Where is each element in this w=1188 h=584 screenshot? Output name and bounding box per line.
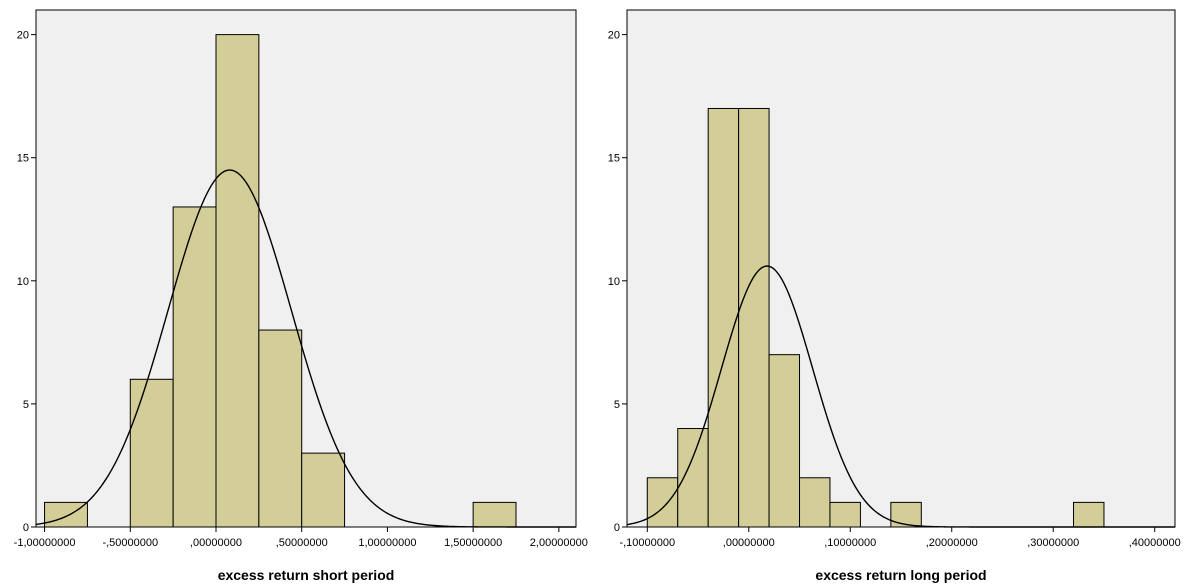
y-tick-label: 20 bbox=[17, 30, 29, 42]
x-tick-label: ,20000000 bbox=[926, 537, 978, 549]
histogram-bar bbox=[258, 329, 303, 528]
y-tick-label: 0 bbox=[23, 522, 29, 534]
histogram-bar bbox=[44, 501, 88, 528]
histogram-bar bbox=[301, 452, 346, 528]
x-tick-label: ,50000000 bbox=[276, 537, 328, 549]
histogram-bar bbox=[129, 378, 174, 528]
x-axis-title: excess return short period bbox=[218, 567, 395, 583]
histogram-bar bbox=[890, 501, 922, 528]
x-tick-label: ,30000000 bbox=[1027, 537, 1079, 549]
x-tick-label: -,50000000 bbox=[102, 537, 158, 549]
y-tick-label: 5 bbox=[23, 399, 29, 411]
plot-area bbox=[36, 10, 576, 527]
y-tick-label: 15 bbox=[17, 153, 29, 165]
x-tick-label: 2,00000000 bbox=[530, 537, 588, 549]
x-tick-label: 1,50000000 bbox=[444, 537, 502, 549]
histogram-bar bbox=[472, 501, 517, 528]
histogram-short-period: 0 5 10 15 20 -1,00000000 -,50000000 ,00000000 ,5… bbox=[14, 9, 588, 583]
x-axis-title: excess return long period bbox=[815, 567, 986, 583]
histogram-bar bbox=[738, 107, 770, 528]
histogram-bar bbox=[172, 206, 217, 528]
x-tick-label: ,10000000 bbox=[824, 537, 876, 549]
histogram-bar bbox=[799, 477, 831, 528]
x-tick-label: -,10000000 bbox=[619, 537, 675, 549]
plot-frame bbox=[626, 9, 1176, 528]
y-tick-label: 0 bbox=[614, 522, 620, 534]
histogram-bar bbox=[646, 477, 679, 528]
histogram-bar bbox=[677, 428, 709, 528]
y-tick-label: 5 bbox=[614, 399, 620, 411]
x-tick-label: ,40000000 bbox=[1129, 537, 1181, 549]
plot-frame bbox=[35, 9, 577, 528]
x-tick-label: ,00000000 bbox=[723, 537, 775, 549]
histogram-bar bbox=[215, 34, 260, 528]
histogram-bar bbox=[829, 501, 861, 528]
y-tick-label: 10 bbox=[608, 276, 620, 288]
x-tick-label: -1,00000000 bbox=[14, 537, 76, 549]
histogram-bar bbox=[707, 107, 740, 528]
x-tick-label: 1,00000000 bbox=[358, 537, 416, 549]
x-tick-label: ,00000000 bbox=[190, 537, 242, 549]
y-tick-label: 20 bbox=[608, 30, 620, 42]
histogram-long-period: 0 5 10 15 20 -,10000000 ,00000000 ,10000000 ,200… bbox=[608, 9, 1181, 583]
histogram-bar bbox=[768, 354, 801, 528]
y-tick-label: 15 bbox=[608, 153, 620, 165]
histogram-bar bbox=[1073, 501, 1105, 528]
y-tick-label: 10 bbox=[17, 276, 29, 288]
